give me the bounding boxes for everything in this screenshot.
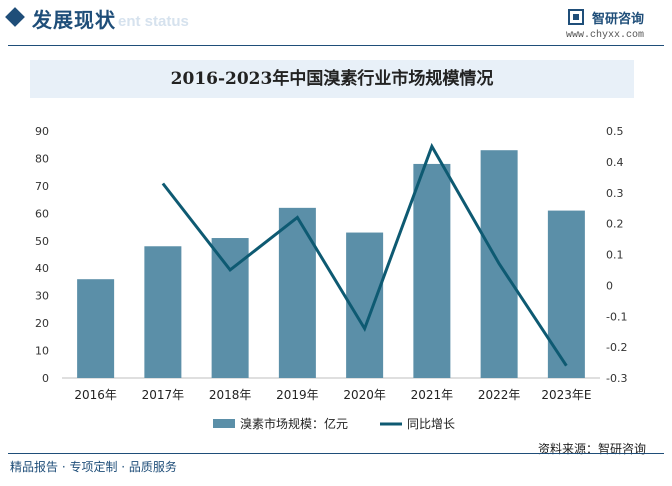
x-tick-label: 2021年 [411,388,454,402]
y-right-tick-label: 0 [606,279,613,292]
bar [413,163,451,378]
chart: 0 10 20 30 40 50 60 70 80 90 -0.3 -0.2 -0.1 0 0.1 0.2 0.… [35,125,627,431]
x-tick-label: 2016年 [74,388,117,402]
section-title: 发展现状 [32,8,116,32]
bar [346,232,384,378]
y-left-tick-label: 60 [35,207,49,220]
y-left-tick-label: 70 [35,180,49,193]
y-right-tick-label: -0.2 [606,341,627,354]
footer-divider [8,453,664,454]
y-left-tick-label: 0 [42,372,49,385]
source-note: 资料来源：智研咨询 [537,442,646,456]
header-divider [8,45,664,46]
legend-label-line: 同比增长 [407,417,455,431]
y-left-tick-label: 20 [35,317,49,330]
x-tick-label: 2022年 [478,388,521,402]
y-left-tick-label: 50 [35,235,49,248]
y-left-tick-label: 80 [35,152,49,165]
section-subtitle: ent status [118,13,189,30]
bar [278,207,316,378]
y-left-tick-label: 30 [35,290,49,303]
y-left-tick-label: 90 [35,125,49,138]
y-right-tick-label: 0.4 [606,156,624,169]
x-tick-label: 2018年 [209,388,252,402]
y-right-tick-label: 0.1 [606,249,624,262]
y-right-tick-label: 0.2 [606,218,624,231]
brand-logo-icon [568,9,584,25]
y-right-tick-label: 0.5 [606,125,624,138]
y-left-tick-label: 10 [35,345,49,358]
y-right-tick-label: 0.3 [606,187,624,200]
brand-url: www.chyxx.com [565,30,644,41]
chart-title-bar: 2016-2023年中国溴素行业市场规模情况 [30,60,634,98]
x-tick-label: 2023年E [541,388,591,402]
header: 发展现状 ent status 智研咨询 www.chyxx.com [0,0,672,44]
bar [144,246,182,378]
x-tick-label: 2019年 [276,388,319,402]
brand-name: 智研咨询 [591,12,644,27]
y-left-tick-label: 40 [35,262,49,275]
legend-swatch-bar [213,419,235,428]
footer-slogan: 精品报告 · 专项定制 · 品质服务 [10,460,177,474]
y-right-tick-label: -0.1 [606,310,627,323]
bar [77,279,115,378]
legend-label-bar: 溴素市场规模：亿元 [240,416,348,431]
x-tick-label: 2020年 [343,388,386,402]
x-tick-label: 2017年 [142,388,185,402]
chart-title: 2016-2023年中国溴素行业市场规模情况 [170,69,494,89]
bar [547,210,585,378]
y-right-tick-label: -0.3 [606,372,627,385]
